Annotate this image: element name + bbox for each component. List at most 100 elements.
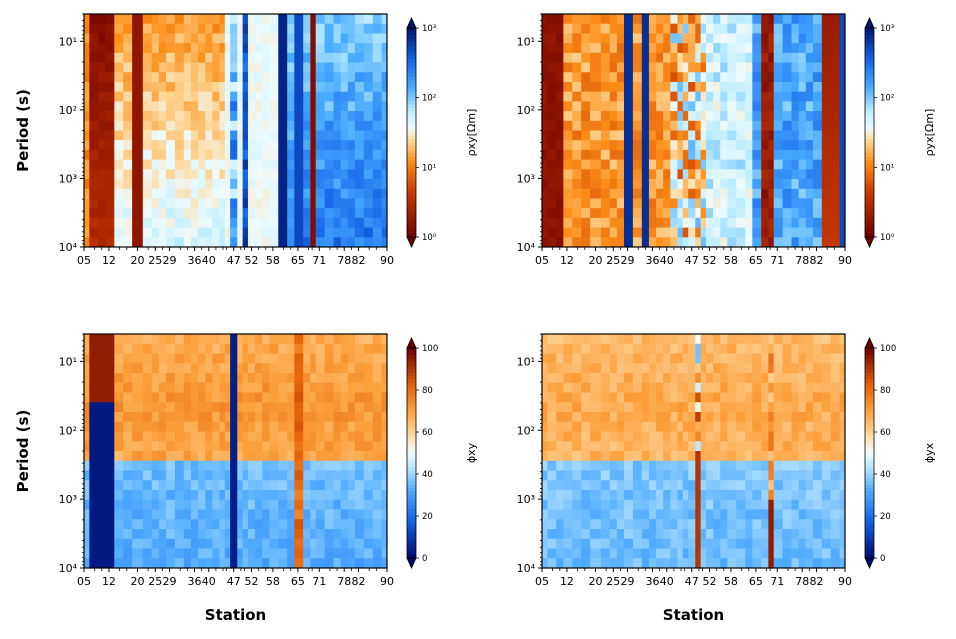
heatmap-cell <box>224 227 231 238</box>
heatmap-cell <box>224 188 231 199</box>
heatmap-cell <box>340 538 349 549</box>
heatmap-cell <box>363 198 374 209</box>
heatmap-cell <box>720 460 728 471</box>
heatmap-cell <box>663 188 671 199</box>
heatmap-cell <box>230 470 238 481</box>
heatmap-cell <box>363 334 374 345</box>
heatmap-cell <box>745 334 753 345</box>
heatmap-cell <box>616 52 625 63</box>
heatmap-cell <box>761 460 769 471</box>
heatmap-cell <box>720 382 728 393</box>
heatmap-cell <box>547 519 557 530</box>
heatmap-cell <box>700 451 707 462</box>
colorbar-segment <box>865 132 874 137</box>
heatmap-cell <box>648 23 657 34</box>
heatmap-cell <box>768 343 775 354</box>
heatmap-cell <box>205 227 213 238</box>
heatmap-cell <box>821 81 832 93</box>
heatmap-cell <box>700 179 707 190</box>
heatmap-cell <box>727 62 737 73</box>
heatmap-cell <box>372 353 383 364</box>
heatmap-cell <box>563 343 573 354</box>
heatmap-cell <box>632 460 643 471</box>
heatmap-cell <box>381 159 388 170</box>
heatmap-cell <box>656 431 664 442</box>
heatmap-cell <box>682 412 689 423</box>
heatmap-cell <box>294 227 304 238</box>
heatmap-cell <box>123 33 133 44</box>
colorbar-tick-label: 0 <box>422 554 427 564</box>
heatmap-cell <box>812 237 823 248</box>
heatmap-cell <box>641 431 650 442</box>
heatmap-cell <box>255 490 263 501</box>
heatmap-cell <box>158 412 167 423</box>
colorbar-segment <box>407 484 416 489</box>
heatmap-cell <box>333 538 342 549</box>
heatmap-cell <box>648 441 657 452</box>
heatmap-cell <box>688 208 696 219</box>
heatmap-cell <box>682 120 689 131</box>
heatmap-cell <box>151 412 160 423</box>
heatmap-cell <box>333 451 342 462</box>
heatmap-cell <box>572 81 582 93</box>
heatmap-cell <box>242 198 249 209</box>
heatmap-cell <box>198 343 206 354</box>
heatmap-cell <box>98 402 106 413</box>
heatmap-cell <box>165 14 176 25</box>
heatmap-cell <box>745 363 753 374</box>
colorbar-segment <box>865 460 874 464</box>
heatmap-cell <box>547 509 557 520</box>
heatmap-cell <box>165 392 176 403</box>
heatmap-cell <box>114 23 124 34</box>
heatmap-cell <box>310 208 317 219</box>
heatmap-cell <box>670 538 678 549</box>
heatmap-cell <box>839 179 846 190</box>
colorbar-segment <box>407 108 416 113</box>
heatmap-cell <box>830 480 841 491</box>
heatmap-cell <box>581 91 591 102</box>
heatmap-cell <box>623 480 634 491</box>
colorbar-segment <box>865 369 874 373</box>
heatmap-cell <box>347 208 356 219</box>
heatmap-cell <box>183 470 192 481</box>
heatmap-cell <box>641 558 650 569</box>
heatmap-cell <box>572 188 582 199</box>
heatmap-cell <box>782 382 792 393</box>
heatmap-cell <box>114 120 124 131</box>
heatmap-cell <box>768 558 775 569</box>
heatmap-cell <box>205 169 213 180</box>
heatmap-cell <box>84 140 90 151</box>
heatmap-cell <box>761 382 769 393</box>
heatmap-cell <box>695 499 702 510</box>
heatmap-cell <box>830 149 841 161</box>
heatmap-cell <box>542 227 548 238</box>
colorbar-segment <box>407 544 416 548</box>
heatmap-cell <box>278 140 288 151</box>
colorbar-segment <box>865 470 874 475</box>
heatmap-cell <box>798 169 807 180</box>
heatmap-cell <box>830 402 841 413</box>
colorbar-segment <box>865 153 874 158</box>
heatmap-cell <box>798 421 807 432</box>
heatmap-cell <box>287 227 295 238</box>
heatmap-cell <box>572 14 582 25</box>
heatmap-cell <box>768 519 775 530</box>
heatmap-cell <box>278 111 288 122</box>
heatmap-cell <box>563 382 573 393</box>
heatmap-cell <box>609 460 618 471</box>
heatmap-cell <box>198 111 206 122</box>
colorbar-segment <box>865 484 874 489</box>
heatmap-cell <box>663 149 671 161</box>
heatmap-cell <box>230 43 238 54</box>
colorbar-segment <box>865 160 874 165</box>
heatmap-cell <box>237 509 244 520</box>
colorbar-tick-label: 10¹ <box>422 163 436 173</box>
heatmap-cell <box>324 431 334 442</box>
heatmap-cell <box>563 111 573 122</box>
heatmap-cell <box>648 159 657 170</box>
heatmap-cell <box>347 509 356 520</box>
heatmap-cell <box>695 412 702 423</box>
heatmap-cell <box>165 548 176 559</box>
heatmap-cell <box>84 169 90 180</box>
heatmap-cell <box>242 130 249 141</box>
